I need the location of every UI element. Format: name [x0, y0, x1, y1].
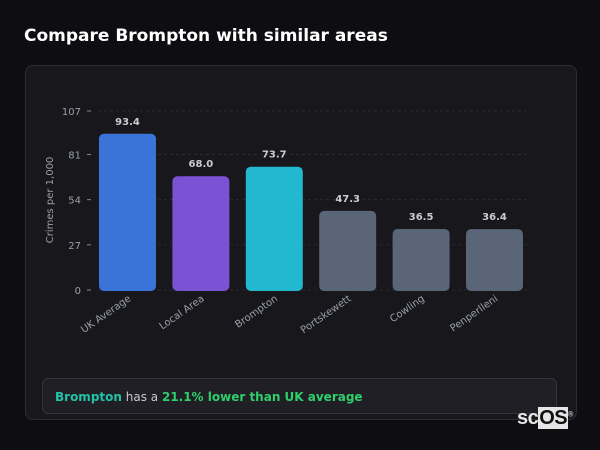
bar-local-area	[172, 176, 230, 291]
insight-text: has a	[121, 390, 162, 404]
x-tick-label: UK Average	[79, 293, 133, 335]
value-label: 68.0	[189, 159, 214, 170]
page-title: Compare Brompton with similar areas	[24, 26, 388, 46]
scos-logo: scOS®	[517, 407, 573, 429]
y-tick-label: 81	[68, 150, 81, 161]
bar-cowling	[392, 228, 450, 291]
bar-portskewett	[319, 210, 377, 291]
y-axis-label: Crimes per 1,000	[45, 157, 56, 244]
value-label: 36.4	[482, 212, 507, 223]
insight-area: Brompton	[55, 390, 122, 404]
bar-penperlleni	[466, 229, 523, 291]
x-tick-label: Cowling	[388, 293, 427, 325]
y-tick-label: 54	[68, 196, 81, 207]
y-tick-label: 27	[68, 241, 81, 252]
value-label: 36.5	[409, 212, 434, 223]
x-tick-label: Local Area	[158, 293, 207, 332]
bar-brompton	[245, 166, 303, 291]
value-label: 47.3	[335, 194, 360, 205]
insight-comparison: 21.1% lower than UK average	[161, 390, 363, 404]
x-tick-label: Penperlleni	[448, 293, 500, 334]
value-label: 73.7	[262, 150, 287, 161]
value-label: 93.4	[115, 117, 140, 128]
y-tick-label: 0	[75, 286, 81, 297]
insight-box: Brompton has a 21.1% lower than UK avera…	[42, 378, 557, 414]
y-tick-label: 107	[62, 107, 81, 118]
bar-uk-average	[99, 133, 156, 291]
x-tick-label: Brompton	[233, 293, 280, 330]
x-tick-label: Portskewett	[299, 293, 354, 336]
